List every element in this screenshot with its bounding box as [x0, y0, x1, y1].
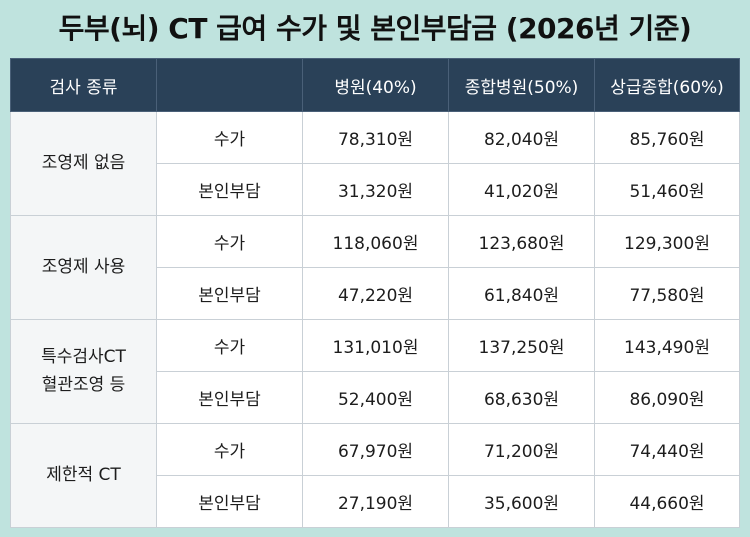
cell-tertiary-hospital: 44,660원	[594, 475, 740, 528]
row-label: 수가	[156, 423, 303, 476]
header-general-hospital: 종합병원(50%)	[448, 58, 595, 112]
cell-hospital: 31,320원	[302, 163, 449, 216]
cell-tertiary-hospital: 51,460원	[594, 163, 740, 216]
category-line: 혈관조영 등	[41, 374, 126, 395]
cell-hospital: 118,060원	[302, 215, 449, 268]
cell-hospital: 67,970원	[302, 423, 449, 476]
table-row: 조영제 없음 수가 78,310원 82,040원 85,760원	[10, 111, 740, 216]
row-label: 수가	[156, 319, 303, 372]
cell-general-hospital: 137,250원	[448, 319, 595, 372]
table-row: 조영제 사용 수가 118,060원 123,680원 129,300원	[10, 215, 740, 320]
cell-hospital: 47,220원	[302, 267, 449, 320]
cell-general-hospital: 35,600원	[448, 475, 595, 528]
cell-tertiary-hospital: 129,300원	[594, 215, 740, 268]
row-label: 본인부담	[156, 267, 303, 320]
header-hospital: 병원(40%)	[302, 58, 449, 112]
page-title: 두부(뇌) CT 급여 수가 및 본인부담금 (2026년 기준)	[58, 12, 692, 45]
row-label: 본인부담	[156, 475, 303, 528]
cell-general-hospital: 41,020원	[448, 163, 595, 216]
header-blank	[156, 58, 303, 112]
header-tertiary-hospital: 상급종합(60%)	[594, 58, 740, 112]
category-line: 조영제 없음	[41, 152, 126, 173]
table-row: 특수검사CT 혈관조영 등 수가 131,010원 137,250원 143,4…	[10, 319, 740, 424]
cell-hospital: 52,400원	[302, 371, 449, 424]
cell-hospital: 78,310원	[302, 111, 449, 164]
cell-general-hospital: 123,680원	[448, 215, 595, 268]
table-row: 본인부담 47,220원 61,840원 77,580원	[11, 267, 740, 320]
category-line: 조영제 사용	[41, 256, 126, 277]
cell-tertiary-hospital: 77,580원	[594, 267, 740, 320]
row-label: 수가	[156, 111, 303, 164]
table-row: 제한적 CT 수가 67,970원 71,200원 74,440원	[10, 423, 740, 528]
table-row: 본인부담 52,400원 68,630원 86,090원	[11, 371, 740, 424]
category-line: 특수검사CT	[41, 347, 126, 368]
row-label: 본인부담	[156, 163, 303, 216]
category-limited-ct: 제한적 CT	[10, 423, 157, 528]
cell-tertiary-hospital: 86,090원	[594, 371, 740, 424]
table-row: 본인부담 27,190원 35,600원 44,660원	[11, 475, 740, 528]
category-contrast: 조영제 사용	[10, 215, 157, 320]
row-label: 수가	[156, 215, 303, 268]
cell-general-hospital: 68,630원	[448, 371, 595, 424]
cell-tertiary-hospital: 143,490원	[594, 319, 740, 372]
cell-tertiary-hospital: 74,440원	[594, 423, 740, 476]
cell-general-hospital: 71,200원	[448, 423, 595, 476]
category-special-ct: 특수검사CT 혈관조영 등	[10, 319, 157, 424]
fee-table: 검사 종류 병원(40%) 종합병원(50%) 상급종합(60%) 조영제 없음…	[10, 58, 740, 528]
cell-tertiary-hospital: 85,760원	[594, 111, 740, 164]
cell-general-hospital: 61,840원	[448, 267, 595, 320]
cell-general-hospital: 82,040원	[448, 111, 595, 164]
category-no-contrast: 조영제 없음	[10, 111, 157, 216]
cell-hospital: 131,010원	[302, 319, 449, 372]
category-line: 제한적 CT	[46, 464, 121, 485]
table-row: 본인부담 31,320원 41,020원 51,460원	[11, 163, 740, 216]
cell-hospital: 27,190원	[302, 475, 449, 528]
table-header-row: 검사 종류 병원(40%) 종합병원(50%) 상급종합(60%)	[10, 58, 740, 112]
header-category: 검사 종류	[10, 58, 157, 112]
row-label: 본인부담	[156, 371, 303, 424]
